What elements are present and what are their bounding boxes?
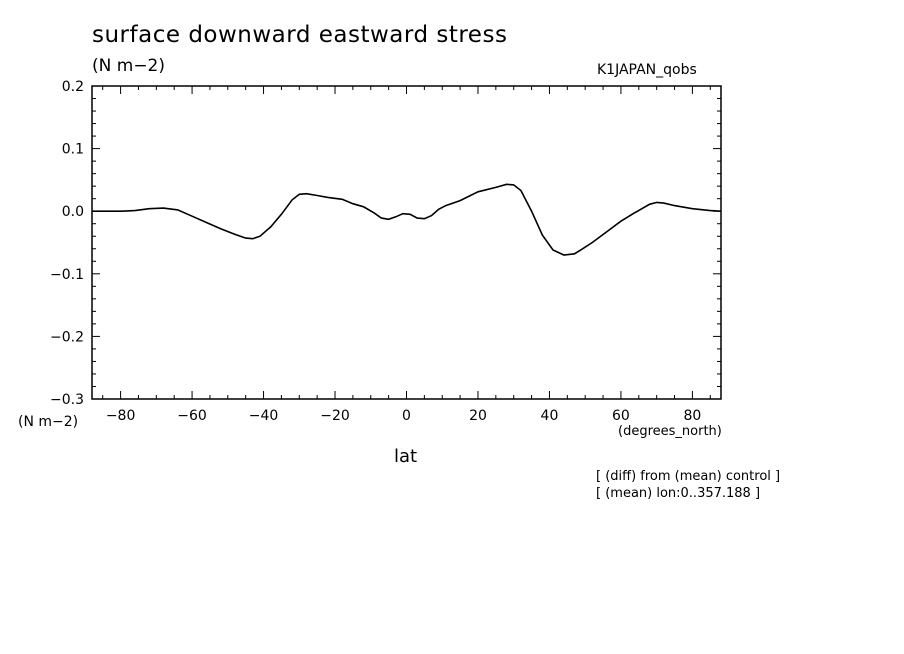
x-tick-label: 80	[683, 408, 701, 424]
axis-ticks	[92, 85, 721, 400]
y-axis-label: (N m−2)	[18, 414, 79, 430]
run-label: K1JAPAN_qobs	[597, 62, 697, 78]
y-tick-label: −0.2	[50, 329, 84, 345]
x-tick-label: −80	[106, 408, 136, 424]
mean-note: [ (mean) lon:0..357.188 ]	[596, 486, 761, 501]
series-line	[92, 183, 722, 256]
x-axis-units: (degrees_north)	[618, 424, 722, 439]
x-tick-label: 0	[402, 408, 411, 424]
y-tick-labels: 0.2 0.1 0.0 −0.1 −0.2 −0.3	[50, 79, 84, 408]
x-tick-label: −20	[320, 408, 350, 424]
x-tick-label: −40	[249, 408, 279, 424]
x-tick-label: 60	[612, 408, 630, 424]
x-tick-labels: −80 −60 −40 −20 0 20 40 60 80	[106, 408, 702, 424]
y-tick-label: 0.2	[62, 79, 84, 95]
diff-note: [ (diff) from (mean) control ]	[596, 469, 781, 484]
y-tick-label: 0.1	[62, 142, 84, 158]
x-tick-label: 40	[541, 408, 559, 424]
x-tick-label: −60	[177, 408, 207, 424]
y-tick-label: −0.3	[50, 392, 84, 408]
y-tick-label: 0.0	[62, 204, 84, 220]
x-axis-label: lat	[394, 446, 418, 467]
x-tick-label: 20	[469, 408, 487, 424]
y-tick-label: −0.1	[50, 267, 84, 283]
chart-units: (N m−2)	[92, 56, 166, 76]
plot-frame	[91, 85, 722, 400]
chart-title: surface downward eastward stress	[92, 22, 508, 48]
